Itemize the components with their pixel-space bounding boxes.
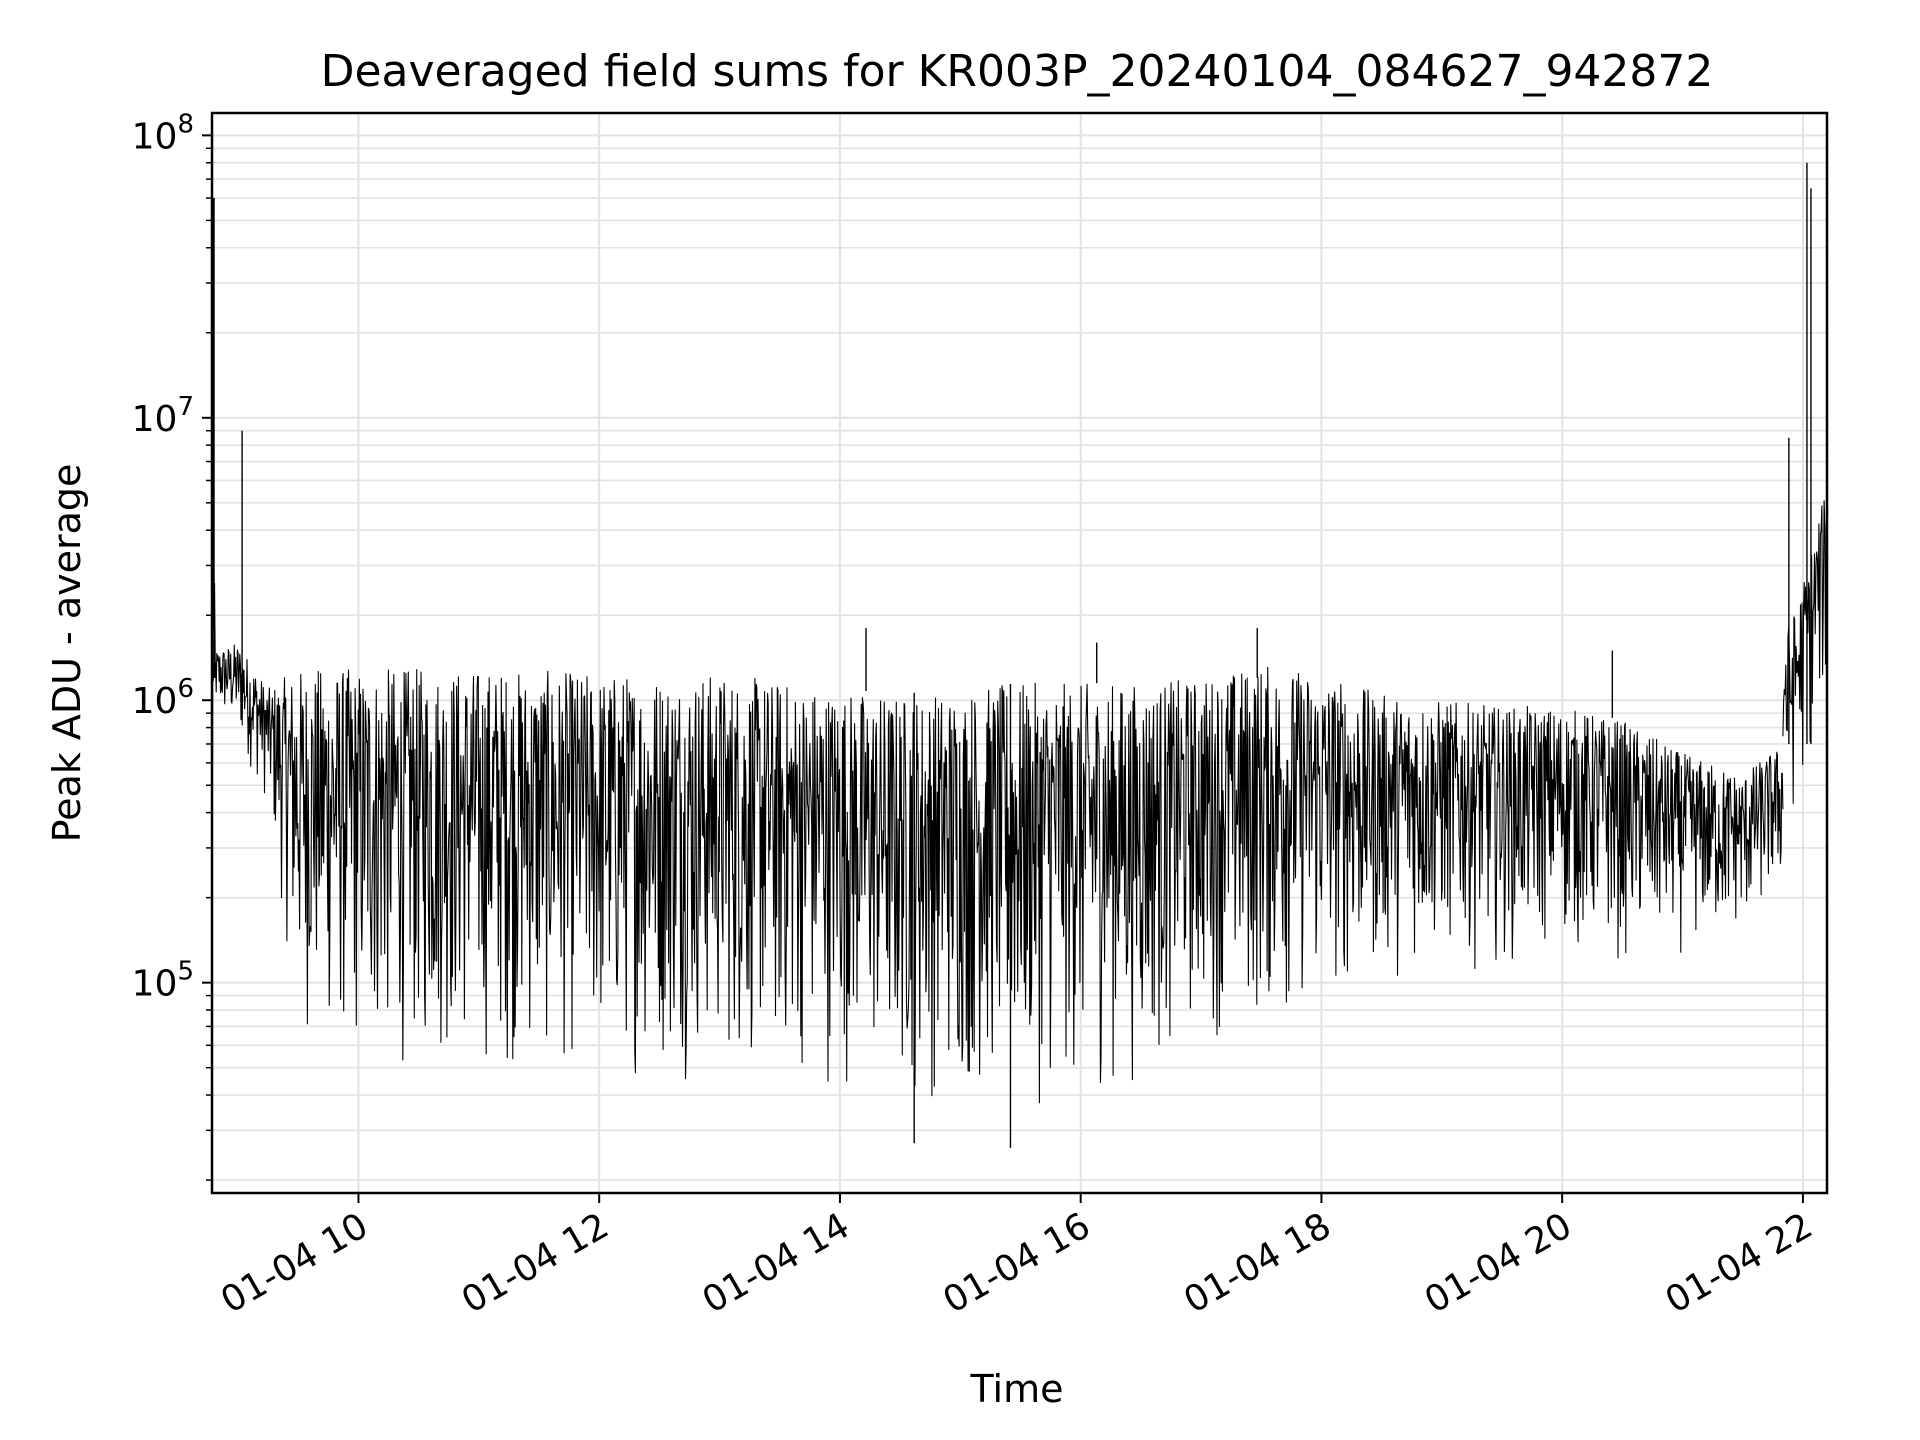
series-end-segment <box>1782 500 1827 804</box>
y-tick-label: 108 <box>132 109 194 157</box>
x-axis-label: Time <box>970 1367 1064 1411</box>
chart-title: Deaveraged field sums for KR003P_2024010… <box>321 46 1714 97</box>
series-line <box>212 644 1784 1104</box>
y-tick-label: 107 <box>132 392 194 440</box>
x-tick-label: 01-04 10 <box>214 1205 375 1321</box>
grid <box>212 113 1827 1193</box>
x-axis: 01-04 10 01-04 12 01-04 14 01-04 16 01-04 18… <box>214 1193 1819 1322</box>
y-axis: 105 106 107 108 <box>132 109 212 1181</box>
x-tick-label: 01-04 14 <box>696 1205 857 1321</box>
y-tick-label: 105 <box>132 957 194 1005</box>
x-tick-label: 01-04 22 <box>1659 1205 1820 1321</box>
x-tick-label: 01-04 16 <box>937 1205 1098 1321</box>
x-tick-label: 01-04 12 <box>455 1205 616 1321</box>
plot-area <box>212 162 1827 1148</box>
y-tick-label: 106 <box>132 674 194 722</box>
x-tick-label: 01-04 18 <box>1177 1205 1338 1321</box>
y-axis-label: Peak ADU - average <box>45 464 89 843</box>
x-tick-label: 01-04 20 <box>1418 1205 1579 1321</box>
plot-frame <box>210 111 1829 1195</box>
